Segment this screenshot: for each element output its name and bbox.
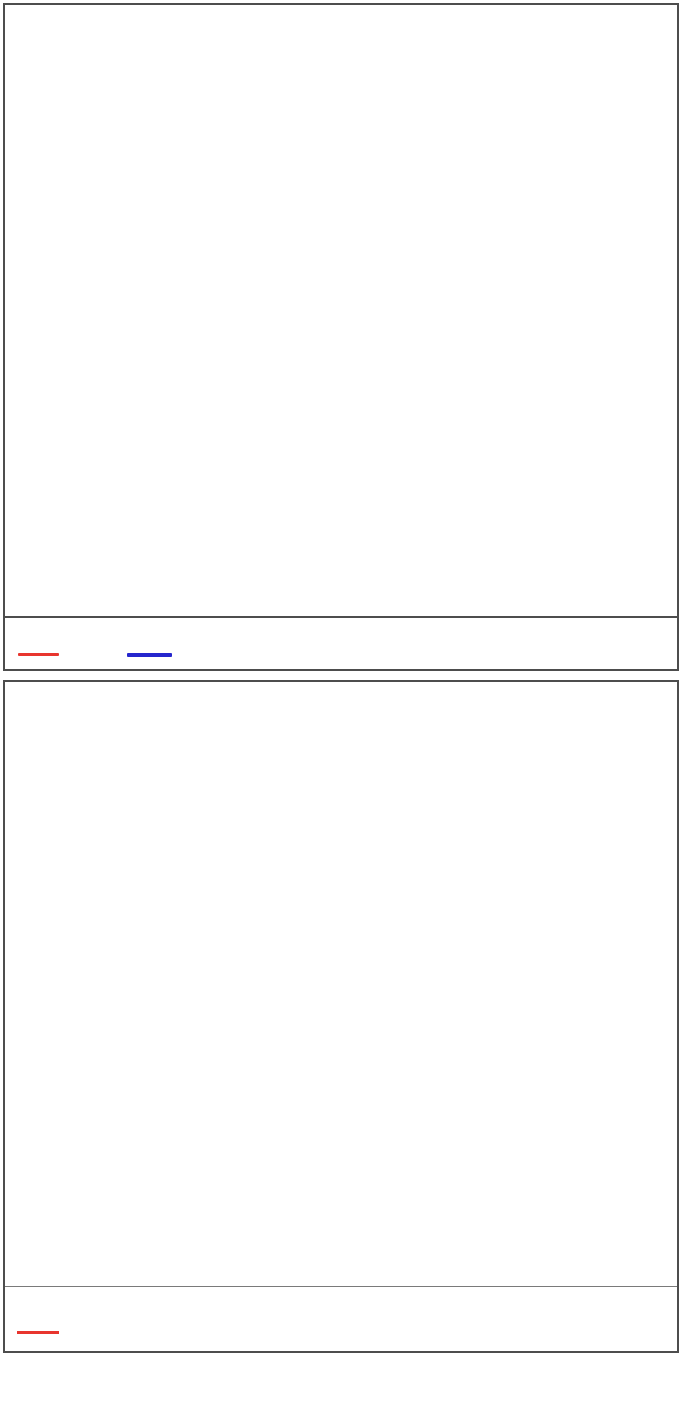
c90-c270-line-swatch [127, 652, 173, 657]
polar-chart-box [3, 3, 679, 671]
polar-legend-items [18, 646, 185, 662]
polar-diagram-svg [5, 5, 677, 616]
polar-section [0, 3, 682, 671]
cone-section [0, 680, 682, 1353]
polar-legend [5, 616, 677, 669]
c0-c180-line-swatch [18, 653, 59, 657]
polar-chart [5, 5, 677, 616]
cone-footer [5, 1286, 677, 1351]
cone-chart-box [3, 680, 679, 1353]
cone-legend-line-swatch [17, 1331, 59, 1334]
cone-diagram-svg [5, 682, 677, 1286]
cone-diagram [5, 682, 677, 1286]
